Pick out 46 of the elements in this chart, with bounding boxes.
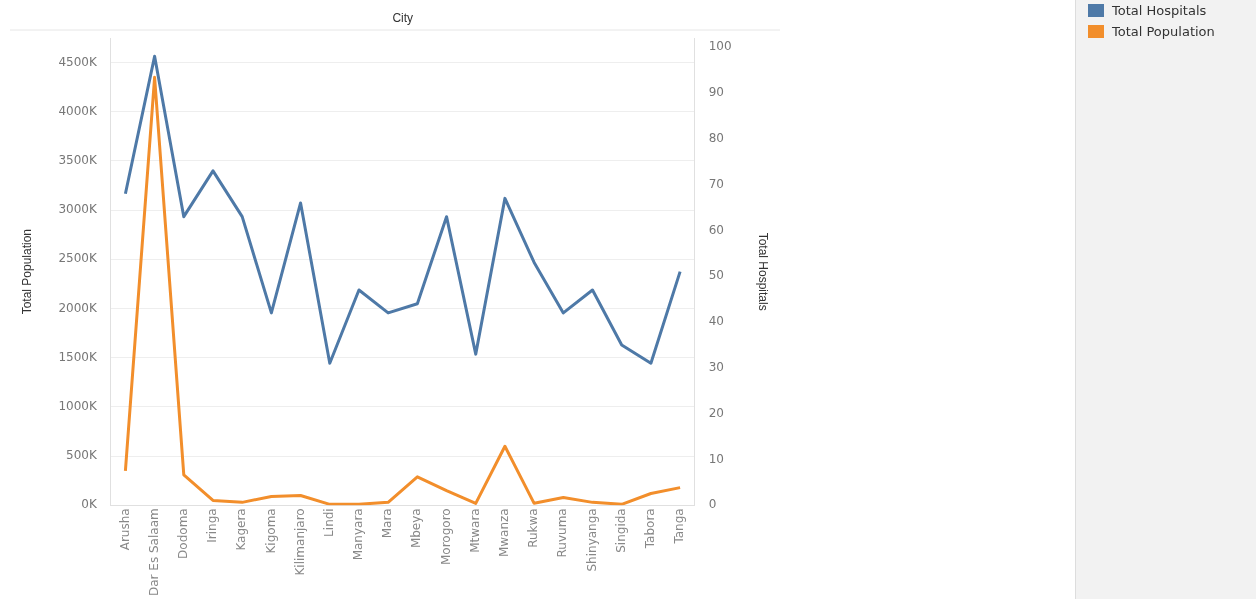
x-tick-label: Mwanza	[497, 508, 512, 558]
y2-tick-label: 40	[708, 314, 724, 329]
y2-tick-label: 20	[708, 405, 724, 420]
x-tick-label: Shinyanga	[584, 508, 599, 572]
x-axis-title: City	[392, 11, 414, 25]
x-tick-label: Tabora	[643, 508, 658, 550]
y-tick-label: 4000K	[58, 103, 98, 118]
y-tick-label: 500K	[66, 448, 98, 463]
y2-tick-label: 30	[708, 359, 724, 374]
x-tick-label: Mara	[380, 508, 395, 539]
x-tick-label: Rukwa	[526, 508, 541, 548]
x-tick-label: Manyara	[351, 508, 366, 561]
y-tick-label: 0K	[81, 497, 98, 512]
y-tick-label: 1000K	[58, 399, 98, 414]
x-tick-label: Iringa	[205, 508, 220, 543]
y2-tick-label: 10	[708, 451, 724, 466]
y-tick-label: 2500K	[58, 251, 98, 266]
x-tick-label: Mtwara	[467, 508, 482, 553]
x-tick-label: Kigoma	[263, 508, 278, 554]
y2-tick-label: 50	[708, 268, 724, 283]
x-tick-label: Lindi	[321, 508, 336, 537]
legend-label: Total Population	[1112, 24, 1215, 39]
y-tick-label: 4500K	[58, 54, 98, 69]
legend-label: Total Hospitals	[1112, 3, 1207, 18]
x-tick-label: Tanga	[672, 508, 687, 545]
y2-tick-label: 70	[708, 176, 724, 191]
x-tick-label: Mbeya	[409, 508, 424, 549]
x-tick-label: Arusha	[117, 508, 132, 551]
y2-tick-label: 0	[708, 497, 717, 512]
y2-tick-label: 60	[708, 222, 724, 237]
x-tick-label: Dodoma	[175, 508, 190, 559]
x-tick-label: Kagera	[234, 508, 249, 551]
x-tick-label: Singida	[613, 508, 628, 553]
y-tick-label: 3500K	[58, 153, 98, 168]
y-tick-label: 2000K	[58, 300, 98, 315]
y-tick-label: 3000K	[58, 202, 98, 217]
y2-tick-label: 80	[708, 130, 724, 145]
y2-tick-label: 90	[708, 85, 724, 100]
x-tick-label: Ruvuma	[555, 508, 570, 558]
x-tick-label: Kilimanjaro	[292, 508, 307, 576]
x-tick-label: Dar Es Salaam	[146, 508, 161, 597]
y2-axis-title: Total Hospitals	[756, 232, 771, 311]
y-axis-title: Total Population	[19, 228, 34, 315]
x-tick-label: Morogoro	[438, 508, 453, 565]
y-tick-label: 1500K	[58, 349, 98, 364]
y2-tick-label: 100	[708, 39, 732, 54]
